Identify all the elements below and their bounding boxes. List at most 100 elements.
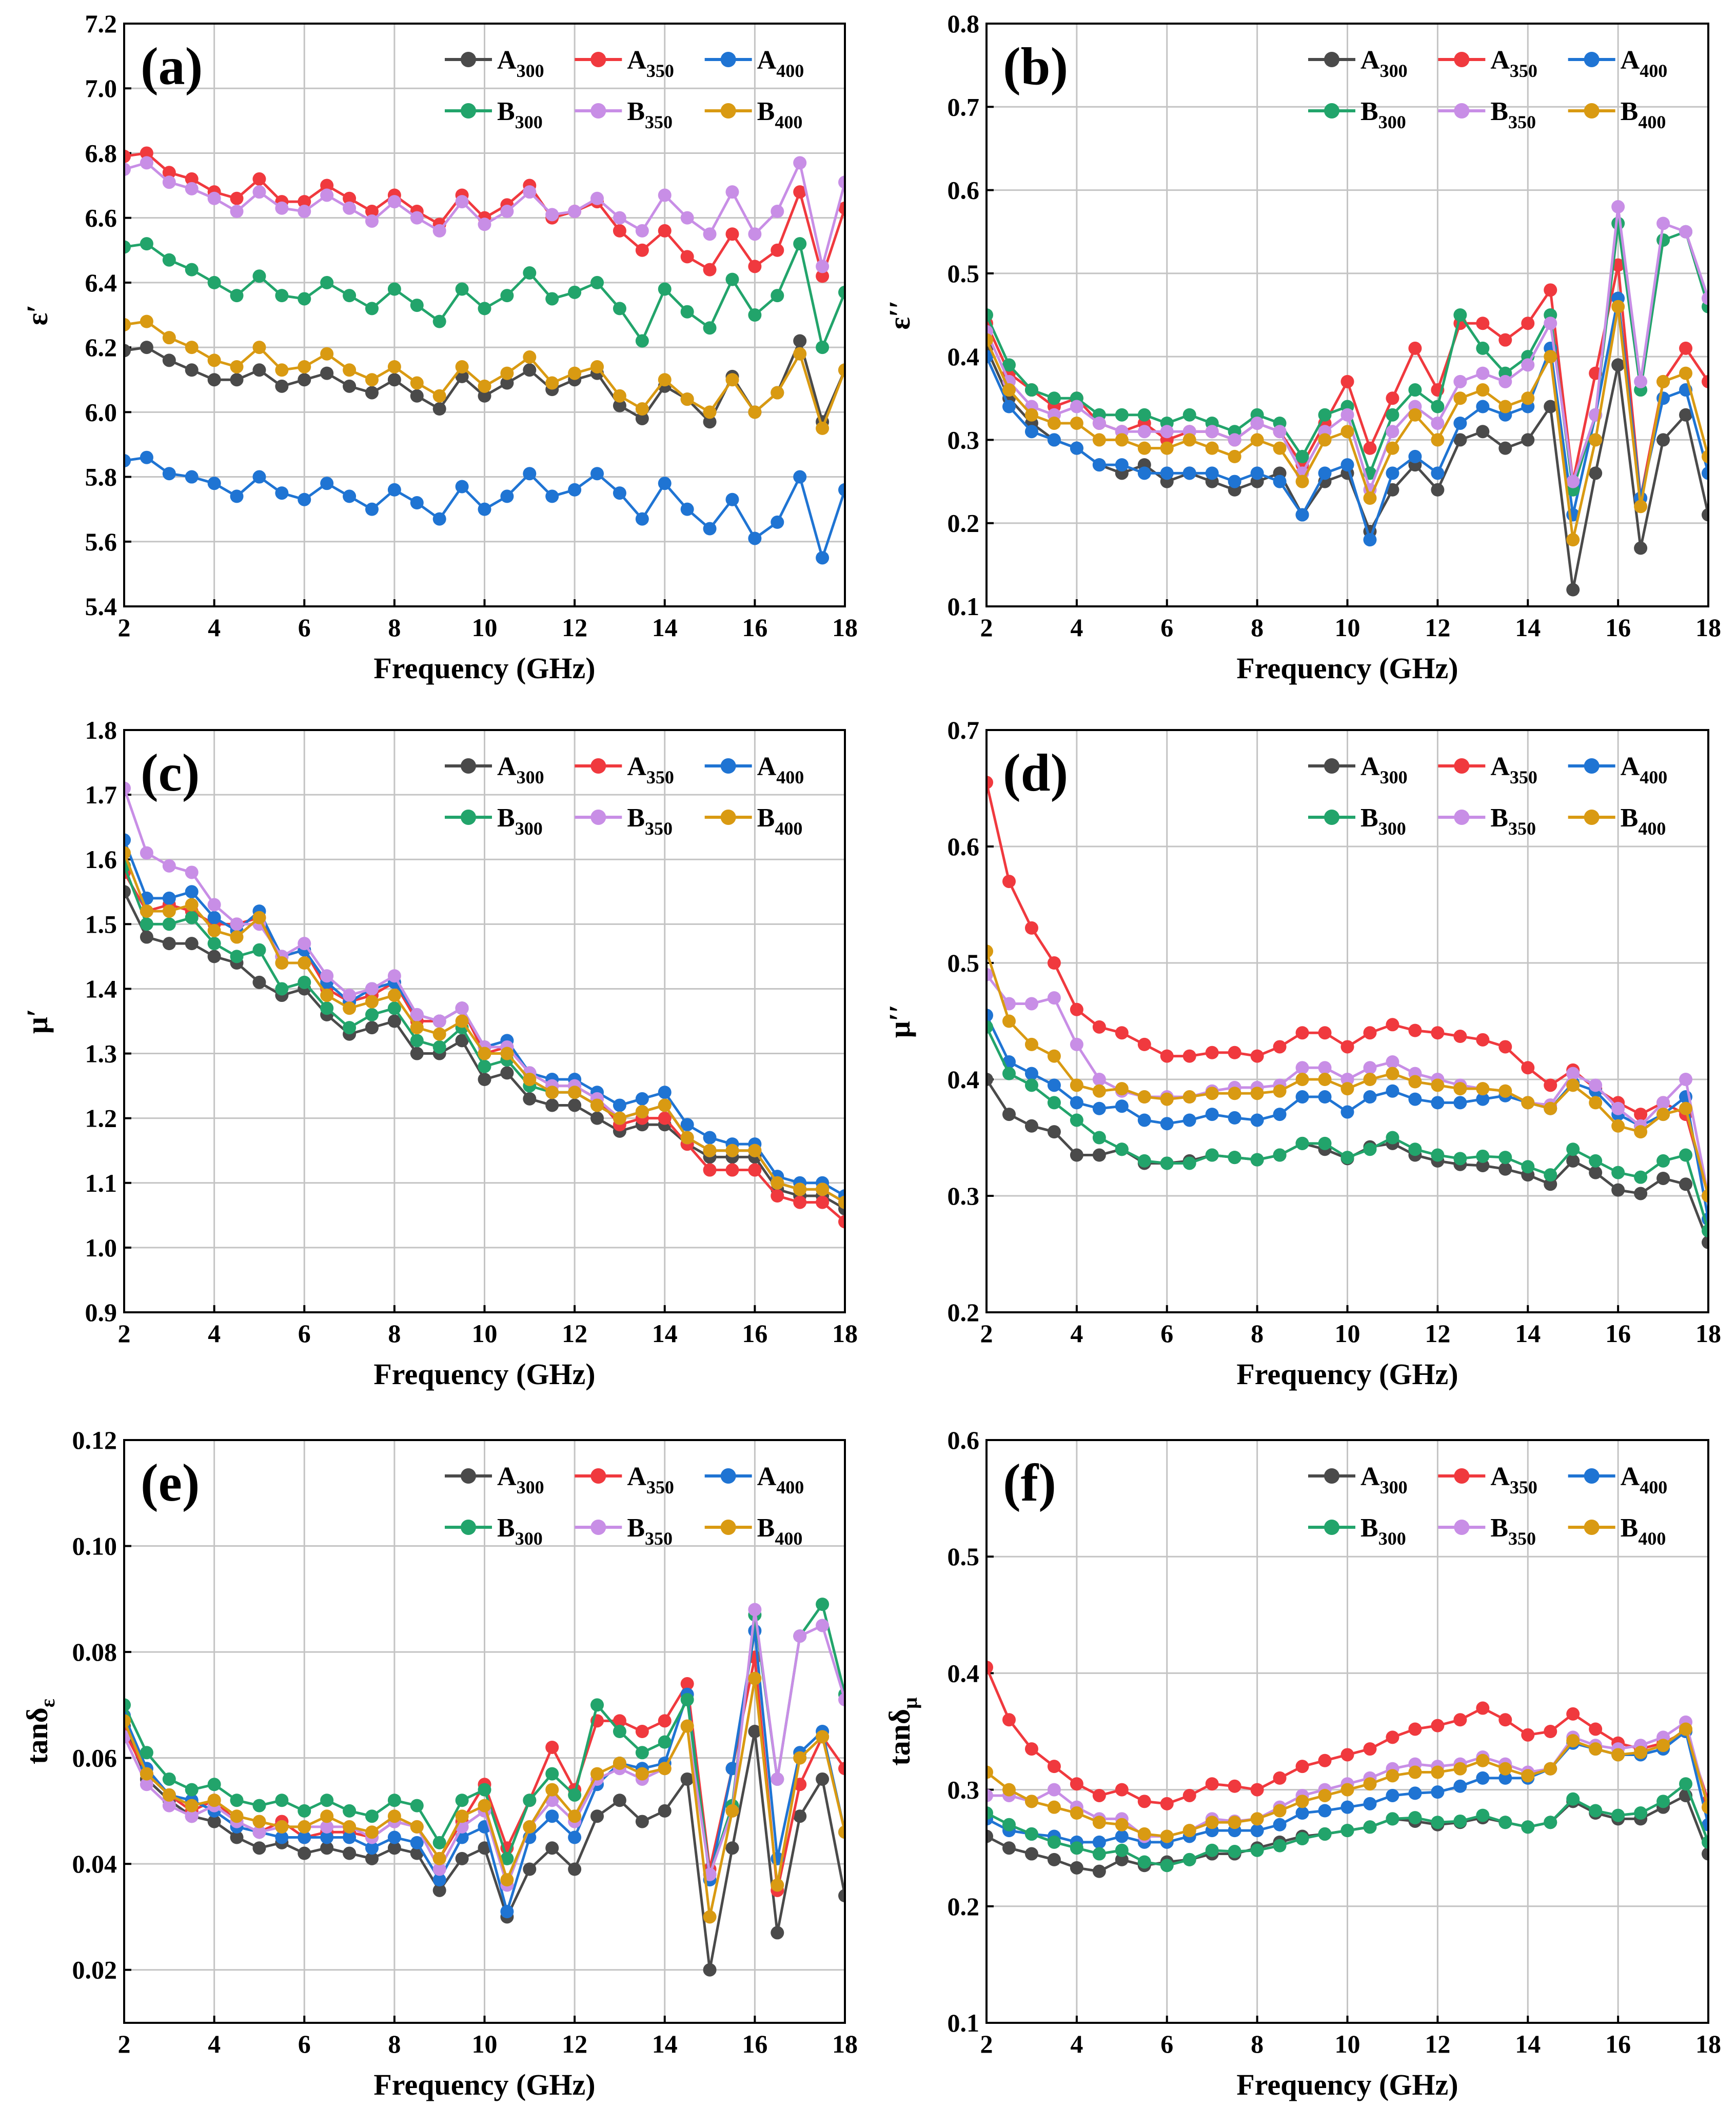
data-point-A400 (162, 467, 176, 481)
data-point-B350 (1228, 433, 1241, 447)
data-point-A300 (545, 1841, 559, 1855)
data-point-A300 (365, 386, 379, 400)
data-point-B300 (1182, 1853, 1196, 1866)
data-point-A350 (1024, 921, 1038, 935)
data-point-A350 (725, 227, 739, 241)
data-point-B300 (1205, 1148, 1219, 1162)
x-tick-label: 8 (388, 1319, 401, 1348)
data-point-A350 (793, 1195, 807, 1209)
data-point-B350 (478, 218, 491, 231)
plot-frame (985, 23, 1709, 607)
data-point-B350 (635, 224, 649, 238)
legend-label-subscript: 400 (1640, 1477, 1667, 1498)
data-point-B400 (1363, 491, 1377, 505)
legend-label-subscript: 350 (1510, 767, 1537, 787)
data-point-B400 (1047, 416, 1061, 430)
data-point-A400 (1453, 1096, 1467, 1110)
data-point-A300 (1476, 1158, 1490, 1172)
data-point-A350 (658, 1111, 672, 1125)
data-point-B400 (162, 904, 176, 918)
data-point-B400 (1205, 441, 1219, 455)
plot-frame (123, 729, 846, 1313)
data-point-B350 (432, 1014, 446, 1028)
legend-label: B300 (497, 803, 543, 839)
data-point-B300 (1611, 1166, 1625, 1179)
data-point-A350 (1273, 1040, 1287, 1054)
data-point-B300 (635, 1746, 649, 1760)
data-point-B400 (275, 1820, 289, 1834)
series-group (987, 200, 1708, 597)
legend-label-subscript: 350 (1510, 1477, 1537, 1498)
data-point-B400 (185, 341, 199, 354)
data-point-A350 (1679, 341, 1693, 355)
data-point-A400 (1092, 458, 1106, 472)
series-group (987, 1661, 1708, 1878)
data-point-B300 (590, 1698, 604, 1712)
data-point-B300 (252, 943, 266, 957)
legend-label-subscript: 400 (775, 818, 802, 839)
data-point-B300 (987, 1020, 993, 1034)
data-point-B400 (838, 1825, 845, 1839)
data-point-B350 (387, 969, 401, 983)
data-point-B400 (1611, 1748, 1625, 1762)
data-point-B400 (793, 1751, 807, 1765)
legend-label-subscript: 400 (775, 1528, 802, 1549)
legend-label-subscript: 300 (517, 767, 544, 787)
data-point-B300 (1611, 216, 1625, 230)
data-point-A350 (1453, 1713, 1467, 1727)
data-point-A400 (771, 515, 784, 529)
data-point-A350 (1250, 1049, 1264, 1063)
y-tick-label: 1.5 (85, 910, 117, 938)
data-point-B400 (1002, 1014, 1016, 1028)
data-point-B400 (387, 989, 401, 1002)
data-point-A400 (545, 1809, 559, 1823)
data-point-A400 (793, 470, 807, 484)
data-point-A350 (1431, 1026, 1445, 1040)
legend-swatch-marker (461, 103, 476, 119)
data-point-A300 (432, 1883, 446, 1897)
data-point-B300 (1340, 1151, 1354, 1165)
data-point-B400 (748, 1144, 762, 1157)
legend-label-base: A (497, 1462, 517, 1491)
x-tick-label: 18 (1695, 1319, 1721, 1348)
data-point-B400 (1498, 1084, 1512, 1098)
x-tick-label: 4 (1070, 613, 1083, 642)
legend-label-base: A (1621, 46, 1640, 75)
data-point-B300 (1566, 1142, 1580, 1156)
legend-swatch-marker (1454, 103, 1470, 119)
data-point-B400 (478, 1799, 491, 1813)
y-axis-title-main: ε′ (21, 304, 54, 325)
legend-label: A300 (1360, 752, 1408, 787)
legend-label: A400 (757, 752, 804, 787)
data-point-A300 (432, 402, 446, 416)
data-point-B300 (1070, 1841, 1083, 1855)
x-tick-label: 16 (742, 1319, 767, 1348)
data-point-B300 (1408, 383, 1422, 397)
x-axis-title: Frequency (GHz) (373, 1357, 595, 1391)
legend-label: B400 (1621, 803, 1666, 839)
data-point-B400 (816, 421, 830, 435)
data-point-B400 (748, 405, 762, 419)
data-point-B350 (275, 201, 289, 215)
data-point-A350 (1318, 1754, 1332, 1767)
data-point-B350 (432, 1862, 446, 1876)
data-point-B400 (613, 1756, 626, 1770)
legend-swatch-marker (461, 1520, 476, 1535)
legend-label-subscript: 350 (1508, 1528, 1536, 1549)
data-point-B350 (298, 937, 311, 951)
data-point-A300 (568, 1862, 582, 1876)
data-point-A350 (1408, 1722, 1422, 1736)
data-point-B400 (1137, 441, 1151, 455)
legend-label-subscript: 350 (1508, 818, 1536, 839)
data-point-B300 (793, 237, 807, 251)
data-point-B400 (185, 898, 199, 912)
legend-swatch-marker (461, 1468, 476, 1484)
data-point-A400 (1115, 458, 1129, 472)
legend-item-B300: B300 (445, 97, 543, 132)
legend-swatch-marker (1324, 52, 1339, 67)
data-point-A300 (1702, 508, 1708, 522)
data-point-B350 (816, 260, 830, 273)
data-point-B400 (1408, 1765, 1422, 1779)
data-point-A400 (1228, 1111, 1241, 1125)
data-point-A350 (1521, 1061, 1535, 1075)
